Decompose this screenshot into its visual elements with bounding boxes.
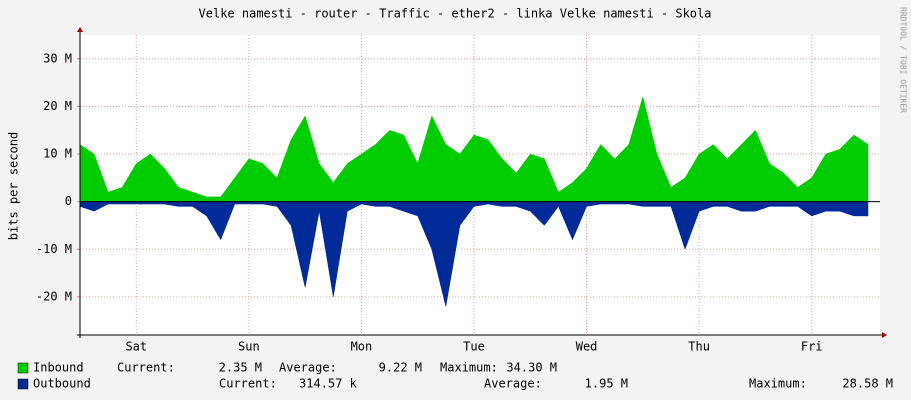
x-tick-label: Sat [125,340,147,354]
x-tick-label: Tue [463,340,485,354]
legend-stat-value: 34.30 M [506,361,557,375]
legend-stat-label: Maximum: [440,361,498,375]
series-area [79,201,869,307]
watermark: RRDTOOL / TOBI OETIKER [899,7,908,113]
y-tick-label: 10 M [43,147,72,161]
x-tick-label: Mon [351,340,373,354]
y-axis-arrow [77,27,83,32]
legend-stat-label: Current: [117,361,175,375]
x-tick-label: Wed [576,340,598,354]
legend-swatch [17,362,29,374]
y-tick-label: 30 M [43,51,72,65]
x-tick-label: Fri [801,340,823,354]
legend-stat-label: Current: [219,377,277,391]
legend-stat-label: Average: [484,377,542,391]
legend-label: Outbound [33,377,91,391]
legend-stat-label: Average: [279,361,337,375]
legend-stat-value: 1.95 M [585,377,628,391]
legend-stat-value: 9.22 M [379,361,422,375]
legend-stat-label: Maximum: [749,377,807,391]
legend-label: Inbound [33,361,84,375]
x-axis-arrow [882,332,887,338]
x-tick-label: Thu [688,340,710,354]
legend-stat-value: 314.57 k [299,377,358,391]
legend-stat-value: 2.35 M [219,361,262,375]
series-area [79,95,869,202]
y-axis-label: bits per second [7,132,21,240]
y-tick-label: -10 M [36,242,72,256]
y-tick-label: 0 [65,194,72,208]
chart-title: Velke namesti - router - Traffic - ether… [199,7,712,21]
y-tick-label: -20 M [36,289,72,303]
legend-swatch [17,378,29,390]
legend-stat-value: 28.58 M [842,377,893,391]
y-tick-label: 20 M [43,99,72,113]
x-tick-label: Sun [238,340,260,354]
